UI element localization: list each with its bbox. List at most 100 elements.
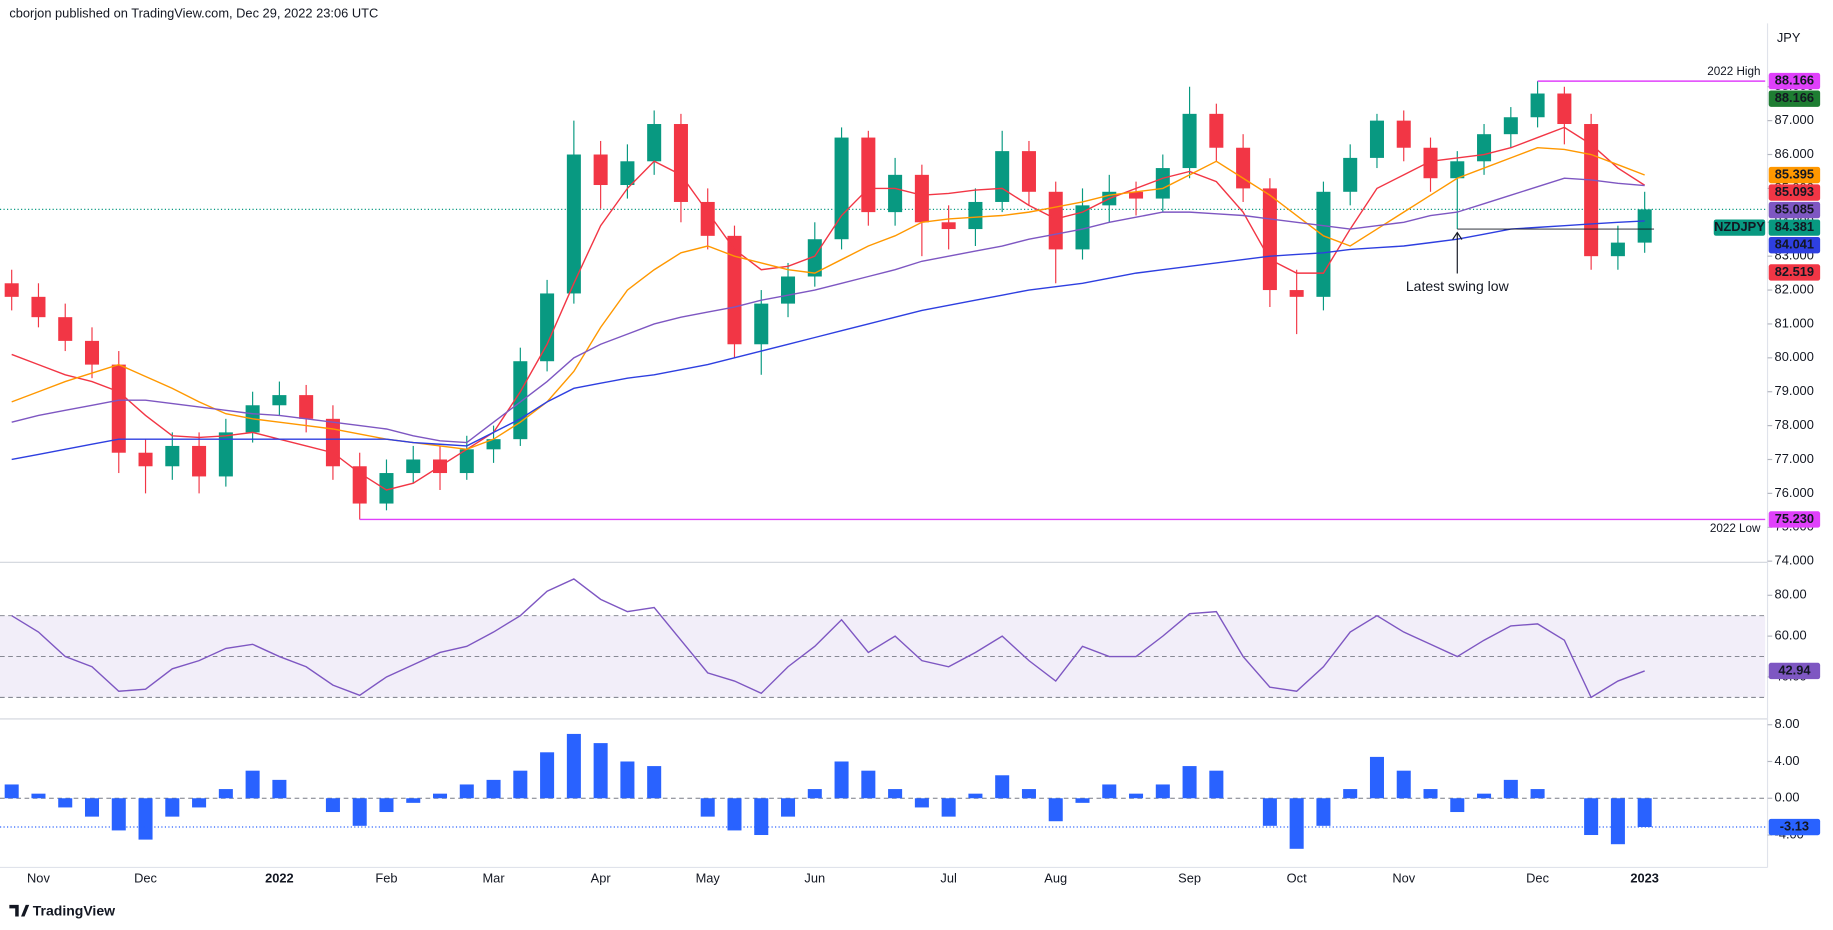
candle-body: [218, 432, 233, 477]
candle-body: [647, 124, 662, 162]
price-label-bg: [1768, 264, 1821, 281]
candle-body: [781, 276, 796, 304]
candle-body: [138, 452, 153, 467]
candle-body: [1075, 205, 1090, 250]
histogram-bar: [325, 798, 340, 813]
histogram-bar: [540, 752, 555, 799]
histogram-bar: [459, 784, 474, 799]
candle-body: [1048, 191, 1063, 250]
price-label: NZDJPY: [1714, 219, 1765, 234]
price-label: 88.166: [1775, 73, 1814, 88]
x-tick-label: Mar: [482, 871, 505, 886]
price-label: 85.085: [1775, 201, 1814, 216]
histogram-bar: [513, 770, 528, 799]
y-tick-label: 86.000: [1775, 146, 1814, 161]
moving-average: [11, 147, 1645, 451]
histogram-bar: [58, 798, 73, 808]
candle-body: [406, 459, 421, 474]
candle-body: [192, 445, 207, 477]
histogram-bar: [1316, 798, 1331, 826]
price-label-bg: [1768, 236, 1821, 254]
price-label-bg: [1768, 818, 1821, 836]
candle-body: [941, 222, 956, 230]
histogram-bar: [1289, 798, 1304, 849]
histogram-bar: [1155, 784, 1170, 799]
histogram-bar: [647, 766, 662, 799]
histogram-bar: [861, 770, 876, 799]
y-tick-label: 76.000: [1775, 485, 1814, 500]
histogram-bar: [379, 798, 394, 813]
candle-body: [1182, 113, 1197, 169]
histogram-bar: [888, 789, 903, 799]
candle-body: [486, 439, 501, 450]
histogram-bar: [1129, 793, 1144, 799]
rsi-line: [11, 578, 1645, 699]
x-tick-label: Jul: [940, 871, 956, 886]
histogram-bar: [1503, 779, 1518, 799]
candle-body: [1530, 93, 1545, 118]
price-label: 82.519: [1775, 264, 1814, 279]
histogram-bar: [727, 798, 742, 831]
y-tick-label: 80.000: [1775, 349, 1814, 364]
level-text: 2022 High: [1707, 65, 1760, 78]
candle-body: [1477, 134, 1492, 162]
candle-body: [272, 395, 287, 406]
histogram-bar: [1048, 798, 1063, 822]
x-tick-label: Sep: [1178, 871, 1201, 886]
histogram-bar: [781, 798, 796, 817]
candle-body: [566, 154, 581, 294]
x-tick-label: Oct: [1287, 871, 1307, 886]
y-tick-label: 87.000: [1775, 112, 1814, 127]
candle-body: [888, 174, 903, 213]
currency: JPY: [1777, 30, 1801, 45]
histogram-bar: [1450, 798, 1465, 813]
histogram-bar: [1584, 798, 1599, 836]
price-label: 75.230: [1775, 511, 1814, 526]
histogram-bar: [1209, 770, 1224, 799]
candle-body: [4, 283, 19, 297]
price-label-bg: [1768, 72, 1821, 90]
x-tick-label: 2023: [1630, 871, 1659, 886]
histogram-bar: [1343, 789, 1358, 799]
price-label: 84.381: [1775, 219, 1814, 234]
y-tick-label: 79.000: [1775, 383, 1814, 398]
histogram-bar: [807, 789, 822, 799]
histogram-bar: [486, 779, 501, 799]
x-tick-label: Nov: [1392, 871, 1415, 886]
candle-body: [352, 466, 367, 504]
histogram-bar: [914, 798, 929, 808]
candle-body: [754, 303, 769, 345]
moving-average: [11, 220, 1645, 461]
candle-body: [459, 449, 474, 474]
candle-body: [807, 239, 822, 277]
histogram-bar: [1182, 766, 1197, 799]
histogram-bar: [834, 761, 849, 799]
y-tick-label: 78.000: [1775, 417, 1814, 432]
candle-body: [620, 161, 635, 186]
candle-body: [299, 395, 314, 419]
candle-body: [995, 151, 1010, 202]
candle-body: [1557, 93, 1572, 125]
y-tick-label: 0.00: [1775, 790, 1800, 805]
histogram-bar: [1637, 798, 1652, 828]
candle-body: [1637, 209, 1652, 243]
annotation-text: Latest swing low: [1406, 278, 1510, 294]
publish-note: cborjon published on TradingView.com, De…: [9, 5, 378, 20]
histogram-bar: [138, 798, 153, 840]
candle-body: [861, 137, 876, 213]
histogram-bar: [1102, 784, 1117, 799]
candle-body: [1262, 188, 1277, 291]
histogram-bar: [84, 798, 100, 817]
price-label-bg: [1768, 166, 1821, 184]
candle-body: [540, 293, 555, 362]
x-tick-label: Jun: [804, 871, 825, 886]
rsi-band: [0, 615, 1766, 698]
x-tick-label: May: [696, 871, 721, 886]
histogram-bar: [4, 784, 19, 799]
histogram-bar: [1530, 789, 1545, 799]
brand-logo: TradingView: [9, 903, 115, 919]
candle-body: [727, 235, 742, 345]
candle-body: [1610, 242, 1625, 257]
candle-body: [1316, 191, 1331, 297]
